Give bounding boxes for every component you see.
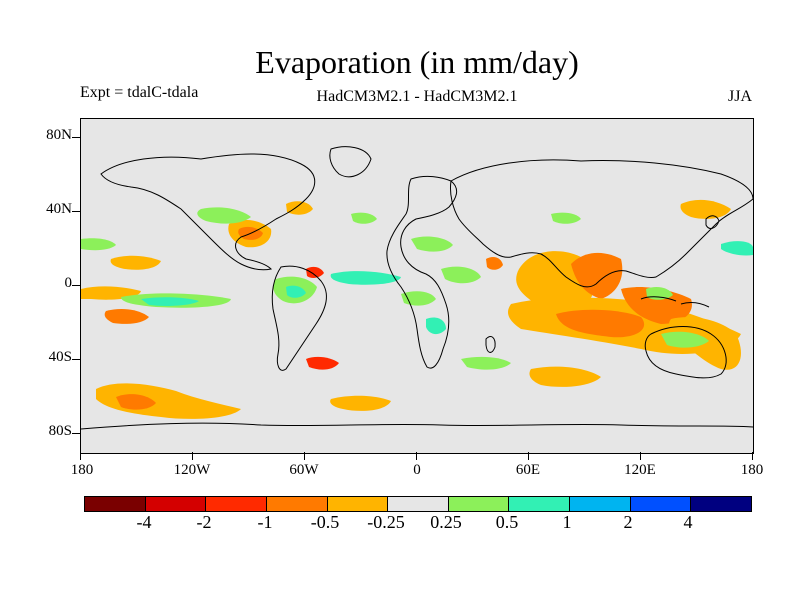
colorbar-label: -0.25 (367, 512, 405, 532)
southern-ocean-indian (529, 366, 601, 387)
negative-anomaly-regions (81, 199, 741, 419)
north-pacific-green (197, 207, 251, 224)
west-africa-green (411, 236, 453, 252)
colorbar-cell (327, 497, 389, 511)
southern-ocean-pacific (96, 383, 241, 419)
chart-title: Evaporation (in mm/day) (255, 44, 579, 80)
colorbar-label: -2 (196, 512, 212, 532)
x-tickmark (640, 452, 641, 460)
south-atlantic-orange (306, 356, 339, 370)
maritime-continent-orange (621, 287, 692, 324)
y-tick-label: 0 (64, 275, 73, 291)
x-tickmark (528, 452, 529, 460)
australia-outline (644, 326, 727, 379)
y-tick-label: 80N (46, 127, 72, 143)
y-tick-label: 80S (48, 423, 72, 439)
colorbar-cell (630, 497, 692, 511)
arctic-green (551, 212, 581, 224)
amazon-cyan (286, 285, 306, 298)
central-africa-green (441, 266, 481, 284)
x-tick-label: 0 (413, 462, 421, 478)
north-atlantic-green (351, 212, 377, 224)
southern-ocean-green (461, 356, 511, 370)
evaporation-map (81, 146, 753, 430)
y-tickmark (72, 285, 80, 286)
experiment-label: Expt = tdalC-tdala (80, 84, 199, 101)
colorbar-cell (448, 497, 510, 511)
y-tickmark (72, 211, 80, 212)
europe-africa-outline (386, 175, 458, 369)
antarctica-outline (81, 422, 753, 430)
tropical-atlantic-green (401, 291, 436, 306)
continent-outlines (81, 146, 753, 430)
colorbar-cell (266, 497, 328, 511)
season-label: JJA (728, 88, 753, 105)
model-label: HadCM3M2.1 - HadCM3M2.1 (316, 88, 518, 105)
se-atlantic-cyan (426, 317, 446, 335)
colorbar (84, 496, 752, 512)
positive-anomaly-regions (81, 207, 753, 370)
colorbar-label: -1 (257, 512, 273, 532)
x-tickmark (80, 452, 81, 460)
y-tickmark (72, 359, 80, 360)
greenland-outline (329, 146, 372, 178)
nw-pacific-orange (680, 199, 731, 219)
southwest-pacific-green (661, 331, 709, 348)
x-tick-label: 120E (624, 462, 656, 478)
y-tickmark (72, 137, 80, 138)
east-pacific-orange (110, 255, 161, 270)
southern-ocean-pacific-core (116, 394, 156, 410)
indonesia-outline (640, 296, 710, 308)
tropical-pacific-cyan (141, 297, 199, 306)
colorbar-cell (509, 497, 571, 511)
bay-bengal-orange (571, 252, 623, 299)
x-tick-label: 60E (515, 462, 541, 478)
x-tick-label: 60W (289, 462, 319, 478)
x-tick-label: 180 (740, 462, 764, 478)
tropical-atlantic-cyan (330, 271, 401, 285)
colorbar-label: -4 (136, 512, 152, 532)
x-tickmark (416, 452, 417, 460)
southern-ocean-atlantic (330, 395, 391, 411)
indian-ocean-core (556, 309, 645, 338)
colorbar-label: -0.5 (310, 512, 340, 532)
south-america-outline (271, 265, 327, 371)
y-tick-label: 40N (46, 201, 72, 217)
colorbar-cell (570, 497, 631, 511)
colorbar-label: 1 (562, 512, 572, 532)
y-tick-label: 40S (48, 349, 72, 365)
north-america-outline (100, 153, 316, 271)
madagascar-outline (485, 336, 496, 353)
east-africa-orange (486, 257, 503, 270)
colorbar-label: 0.5 (495, 512, 519, 532)
x-tickmark (192, 452, 193, 460)
colorbar-cell (691, 497, 752, 511)
colorbar-cell (145, 497, 207, 511)
north-atlantic-orange (286, 201, 313, 215)
x-tick-label: 180 (70, 462, 94, 478)
colorbar-cell (206, 497, 267, 511)
japan-outline (705, 215, 720, 229)
asia-outline (450, 159, 753, 288)
east-pacific-green (81, 238, 116, 251)
colorbar-label: 4 (683, 512, 693, 532)
colorbar-cell (388, 497, 449, 511)
colorbar-label: 0.25 (430, 512, 462, 532)
colorbar-cell (85, 497, 146, 511)
y-tickmark (72, 433, 80, 434)
map-plot-area (80, 118, 754, 454)
south-pacific-orange (104, 309, 149, 324)
colorbar-label: 2 (623, 512, 633, 532)
west-pacific-cyan (721, 241, 753, 256)
x-tick-label: 120W (173, 462, 211, 478)
x-tickmark (752, 452, 753, 460)
caribbean-orange (306, 266, 324, 278)
x-tickmark (304, 452, 305, 460)
